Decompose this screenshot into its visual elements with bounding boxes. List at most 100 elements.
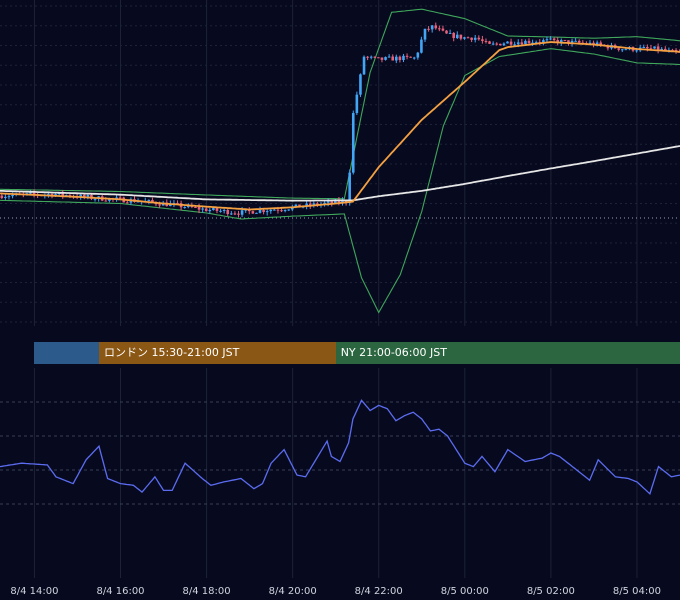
candle-body xyxy=(147,199,151,201)
candle-body xyxy=(351,113,355,173)
session-segment xyxy=(34,342,99,364)
candle-body xyxy=(348,172,351,203)
candle-body xyxy=(276,209,280,211)
candle-body xyxy=(222,209,226,211)
candle-body xyxy=(430,25,434,30)
session-segment: ロンドン 15:30-21:00 JST xyxy=(98,342,336,364)
candle-body xyxy=(642,47,646,49)
candle-body xyxy=(559,40,563,44)
candle-body xyxy=(516,42,520,45)
candle-body xyxy=(481,39,484,41)
oscillator-grid xyxy=(0,368,680,578)
candle-body xyxy=(409,56,412,58)
candle-body xyxy=(412,57,416,59)
price-chart[interactable]: 1416182022024 xyxy=(0,0,680,326)
oscillator-x-axis: 8/4 14:00 8/4 16:00 8/4 18:00 8/4 20:00 8/4 … xyxy=(10,586,661,597)
bollinger-upper-band xyxy=(0,8,680,200)
candle-body xyxy=(491,43,495,45)
x-tick-label: 8/5 02:00 xyxy=(527,586,575,597)
candle-body xyxy=(416,52,420,58)
candle-body xyxy=(244,209,247,211)
candle-body xyxy=(11,194,14,197)
candle-body xyxy=(29,192,32,194)
candle-body xyxy=(477,37,481,40)
candle-body xyxy=(240,210,244,215)
candle-body xyxy=(502,43,506,46)
candle-body xyxy=(283,210,287,212)
long-moving-average-line xyxy=(0,145,680,202)
short-moving-average-line xyxy=(0,41,680,211)
candle-body xyxy=(212,208,215,210)
candle-body xyxy=(574,40,577,42)
candle-body xyxy=(226,209,230,215)
candle-body xyxy=(280,210,283,212)
candle-body xyxy=(577,40,581,43)
x-tick-label: 8/4 16:00 xyxy=(96,586,144,597)
candle-body xyxy=(542,40,545,43)
candle-body xyxy=(495,43,499,45)
candle-body xyxy=(32,192,36,195)
candle-body xyxy=(509,41,513,45)
candle-body xyxy=(176,203,179,205)
candle-body xyxy=(197,206,201,210)
candle-body xyxy=(151,199,154,203)
candle-body xyxy=(620,49,624,51)
candle-body xyxy=(337,200,341,203)
candle-body xyxy=(251,211,255,214)
candle-body xyxy=(384,57,387,60)
candle-body xyxy=(656,46,660,51)
oscillator-chart[interactable]: 8/4 14:00 8/4 16:00 8/4 18:00 8/4 20:00 8/4 … xyxy=(0,368,680,600)
candle-body xyxy=(531,42,534,44)
candle-body xyxy=(395,56,398,61)
candle-body xyxy=(527,40,531,44)
candle-body xyxy=(0,195,4,199)
candle-body xyxy=(258,209,262,213)
candle-body xyxy=(355,94,359,114)
candle-body xyxy=(423,28,427,40)
candle-body xyxy=(158,204,161,206)
candle-body xyxy=(398,56,402,61)
candle-body xyxy=(377,57,380,59)
candle-body xyxy=(334,200,337,204)
candle-body xyxy=(330,201,334,204)
candle-body xyxy=(294,204,298,207)
candle-body xyxy=(237,213,240,215)
candle-body xyxy=(305,203,308,207)
candle-body xyxy=(545,39,549,41)
candle-body xyxy=(534,42,538,44)
candle-body xyxy=(265,211,269,213)
candle-body xyxy=(488,41,491,44)
candle-body xyxy=(326,201,330,203)
candle-body xyxy=(635,50,638,52)
candle-body xyxy=(441,28,445,31)
candle-body xyxy=(247,209,251,212)
candle-body xyxy=(82,194,86,197)
candle-body xyxy=(570,40,574,44)
candle-body xyxy=(660,48,664,51)
candle-body xyxy=(427,28,430,30)
candle-body xyxy=(506,41,509,44)
candle-body xyxy=(323,202,326,205)
candle-body xyxy=(219,210,222,212)
candle-body xyxy=(269,209,273,212)
candle-body xyxy=(93,198,97,200)
candle-body xyxy=(104,200,108,202)
candle-body xyxy=(86,195,90,197)
candle-body xyxy=(524,40,527,45)
candle-body xyxy=(405,55,409,57)
candle-body xyxy=(341,200,344,203)
oscillator-line xyxy=(0,399,680,495)
candle-body xyxy=(362,56,366,75)
candle-body xyxy=(4,196,7,199)
candle-body xyxy=(653,46,656,49)
candle-body xyxy=(308,203,312,206)
candle-body xyxy=(567,40,570,44)
candle-body xyxy=(7,196,11,198)
candle-body xyxy=(595,42,599,46)
candle-body xyxy=(448,32,452,34)
candle-body xyxy=(366,56,369,58)
candle-body xyxy=(61,192,65,196)
candle-body xyxy=(445,30,448,34)
candle-body xyxy=(287,209,291,211)
candle-body xyxy=(359,74,362,95)
